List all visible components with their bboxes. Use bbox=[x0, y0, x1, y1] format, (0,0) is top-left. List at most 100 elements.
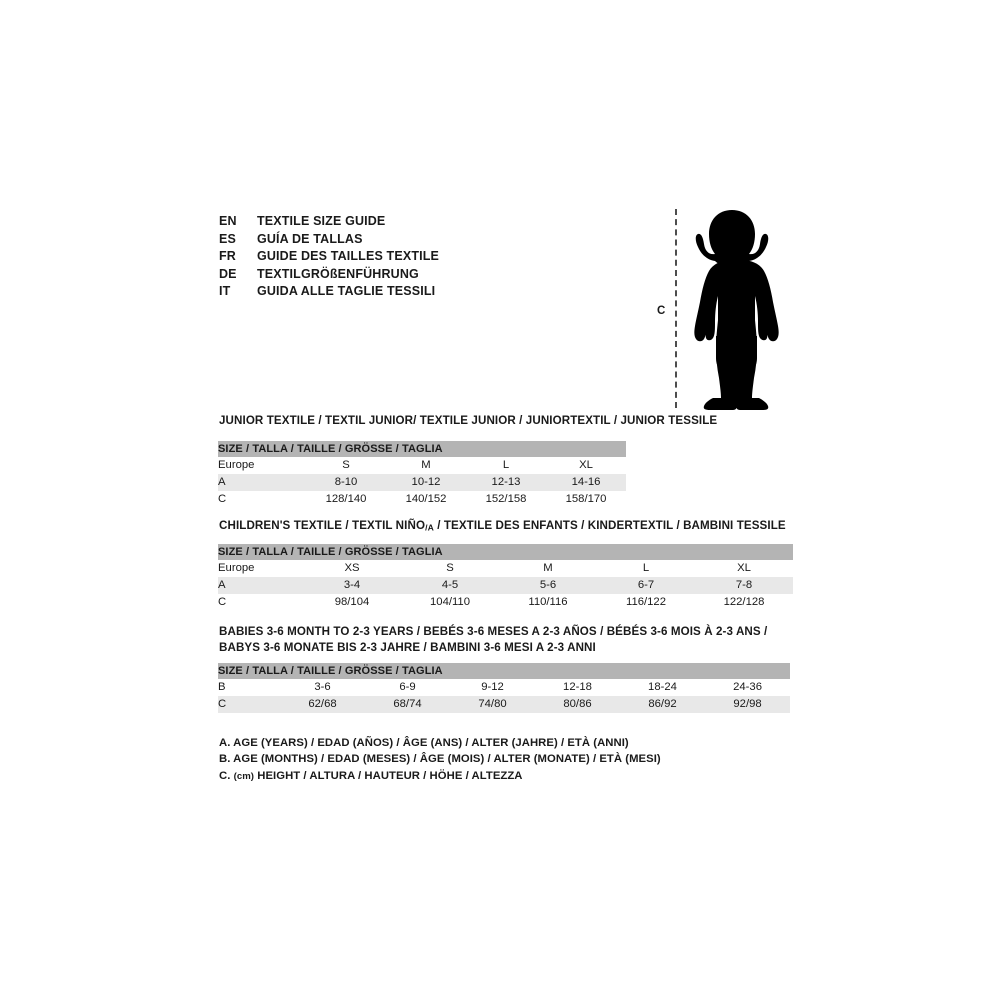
row-value: 122/128 bbox=[695, 594, 793, 611]
table-header-row: SIZE / TALLA / TAILLE / GRÖSSE / TAGLIA bbox=[218, 441, 627, 457]
row-value: 92/98 bbox=[705, 696, 791, 713]
row-label: Europe bbox=[218, 457, 306, 474]
row-value: 152/158 bbox=[466, 491, 546, 508]
language-title: GUÍA DE TALLAS bbox=[257, 231, 363, 246]
language-row: ES GUÍA DE TALLAS bbox=[219, 231, 439, 249]
children-title-subscript: /A bbox=[425, 522, 434, 533]
row-value: 4-5 bbox=[401, 577, 499, 594]
language-title: TEXTILE SIZE GUIDE bbox=[257, 214, 386, 228]
children-size-table: SIZE / TALLA / TAILLE / GRÖSSE / TAGLIA … bbox=[218, 544, 793, 611]
row-value: 68/74 bbox=[365, 696, 450, 713]
row-label: A bbox=[218, 474, 306, 491]
language-row: FR GUIDE DES TAILLES TEXTILE bbox=[219, 248, 439, 266]
row-label: Europe bbox=[218, 560, 303, 577]
table-row: A 3-4 4-5 5-6 6-7 7-8 bbox=[218, 577, 793, 594]
row-value: L bbox=[466, 457, 546, 474]
row-value: 86/92 bbox=[620, 696, 705, 713]
row-value: 3-4 bbox=[303, 577, 401, 594]
height-measurement-figure: C bbox=[640, 200, 820, 425]
row-value: 8-10 bbox=[306, 474, 386, 491]
language-title: GUIDA ALLE TAGLIE TESSILI bbox=[257, 284, 436, 299]
row-value: 98/104 bbox=[303, 594, 401, 611]
language-code: IT bbox=[219, 284, 231, 299]
row-value: 80/86 bbox=[535, 696, 620, 713]
row-value: S bbox=[306, 457, 386, 474]
row-value: 12-18 bbox=[535, 679, 620, 696]
row-value: 18-24 bbox=[620, 679, 705, 696]
babies-title-line-1: BABIES 3-6 MONTH TO 2-3 YEARS / BEBÉS 3-… bbox=[219, 625, 768, 638]
table-header-row: SIZE / TALLA / TAILLE / GRÖSSE / TAGLIA bbox=[218, 544, 793, 560]
table-header-row: SIZE / TALLA / TAILLE / GRÖSSE / TAGLIA bbox=[218, 663, 791, 679]
table-row: C 62/68 68/74 74/80 80/86 86/92 92/98 bbox=[218, 696, 791, 713]
size-header-label: SIZE / TALLA / TAILLE / GRÖSSE / TAGLIA bbox=[218, 441, 627, 457]
row-value: 110/116 bbox=[499, 594, 597, 611]
legend-line-b: B. AGE (MONTHS) / EDAD (MESES) / ÂGE (MO… bbox=[219, 753, 661, 766]
row-value: 62/68 bbox=[280, 696, 365, 713]
legend-c-text: HEIGHT / ALTURA / HAUTEUR / HÖHE / ALTEZ… bbox=[254, 769, 523, 782]
table-row: B 3-6 6-9 9-12 12-18 18-24 24-36 bbox=[218, 679, 791, 696]
junior-section-title: JUNIOR TEXTILE / TEXTIL JUNIOR/ TEXTILE … bbox=[219, 414, 718, 427]
row-value: 9-12 bbox=[450, 679, 535, 696]
legend-line-a: A. AGE (YEARS) / EDAD (AÑOS) / ÂGE (ANS)… bbox=[219, 737, 629, 749]
language-title: TEXTILGRÖßENFÜHRUNG bbox=[257, 266, 419, 281]
legend-block: A. AGE (YEARS) / EDAD (AÑOS) / ÂGE (ANS)… bbox=[219, 735, 661, 785]
legend-line-c: C. (cm) HEIGHT / ALTURA / HAUTEUR / HÖHE… bbox=[219, 768, 661, 785]
row-value: 5-6 bbox=[499, 577, 597, 594]
language-code: EN bbox=[219, 214, 237, 228]
language-code: DE bbox=[219, 266, 237, 281]
row-label: C bbox=[218, 594, 303, 611]
row-value: M bbox=[386, 457, 466, 474]
row-value: 104/110 bbox=[401, 594, 499, 611]
row-value: 116/122 bbox=[597, 594, 695, 611]
table-row: C 128/140 140/152 152/158 158/170 bbox=[218, 491, 627, 508]
row-value: 74/80 bbox=[450, 696, 535, 713]
row-value: XS bbox=[303, 560, 401, 577]
height-measure-label: C bbox=[657, 305, 666, 317]
language-code: FR bbox=[219, 249, 236, 264]
language-row: IT GUIDA ALLE TAGLIE TESSILI bbox=[219, 283, 439, 301]
row-value: L bbox=[597, 560, 695, 577]
row-label: A bbox=[218, 577, 303, 594]
row-value: XL bbox=[695, 560, 793, 577]
row-label: C bbox=[218, 491, 306, 508]
language-title: GUIDE DES TAILLES TEXTILE bbox=[257, 249, 440, 264]
row-value: 10-12 bbox=[386, 474, 466, 491]
row-value: XL bbox=[546, 457, 627, 474]
language-row: DE TEXTILGRÖßENFÜHRUNG bbox=[219, 266, 439, 284]
table-row: A 8-10 10-12 12-13 14-16 bbox=[218, 474, 627, 491]
babies-title-line-2: BABYS 3-6 MONATE BIS 2-3 JAHRE / BAMBINI… bbox=[219, 640, 596, 654]
children-title-pre: CHILDREN'S TEXTILE / TEXTIL NIÑO bbox=[219, 519, 426, 532]
row-value: 158/170 bbox=[546, 491, 627, 508]
row-value: 6-7 bbox=[597, 577, 695, 594]
language-code: ES bbox=[219, 231, 236, 246]
legend-c-unit: (cm) bbox=[233, 770, 255, 782]
row-value: 140/152 bbox=[386, 491, 466, 508]
size-header-label: SIZE / TALLA / TAILLE / GRÖSSE / TAGLIA bbox=[218, 663, 791, 679]
children-title-post: / TEXTILE DES ENFANTS / KINDERTEXTIL / B… bbox=[433, 519, 786, 532]
children-section-title: CHILDREN'S TEXTILE / TEXTIL NIÑO/A / TEX… bbox=[219, 518, 786, 536]
child-silhouette-icon bbox=[694, 210, 779, 410]
table-row: Europe XS S M L XL bbox=[218, 560, 793, 577]
babies-size-table: SIZE / TALLA / TAILLE / GRÖSSE / TAGLIA … bbox=[218, 663, 791, 713]
language-header-block: EN TEXTILE SIZE GUIDE ES GUÍA DE TALLAS … bbox=[219, 213, 439, 301]
babies-section-title: BABIES 3-6 MONTH TO 2-3 YEARS / BEBÉS 3-… bbox=[219, 624, 767, 655]
row-value: S bbox=[401, 560, 499, 577]
table-row: Europe S M L XL bbox=[218, 457, 627, 474]
table-row: C 98/104 104/110 110/116 116/122 122/128 bbox=[218, 594, 793, 611]
language-row: EN TEXTILE SIZE GUIDE bbox=[219, 213, 439, 231]
height-dashed-line bbox=[675, 209, 677, 408]
row-value: 128/140 bbox=[306, 491, 386, 508]
row-value: 14-16 bbox=[546, 474, 627, 491]
row-label: B bbox=[218, 679, 280, 696]
row-value: 7-8 bbox=[695, 577, 793, 594]
row-value: M bbox=[499, 560, 597, 577]
junior-size-table: SIZE / TALLA / TAILLE / GRÖSSE / TAGLIA … bbox=[218, 441, 627, 508]
row-value: 24-36 bbox=[705, 679, 791, 696]
size-header-label: SIZE / TALLA / TAILLE / GRÖSSE / TAGLIA bbox=[218, 544, 793, 560]
row-label: C bbox=[218, 696, 280, 713]
row-value: 3-6 bbox=[280, 679, 365, 696]
legend-c-prefix: C. bbox=[219, 769, 234, 782]
row-value: 12-13 bbox=[466, 474, 546, 491]
row-value: 6-9 bbox=[365, 679, 450, 696]
